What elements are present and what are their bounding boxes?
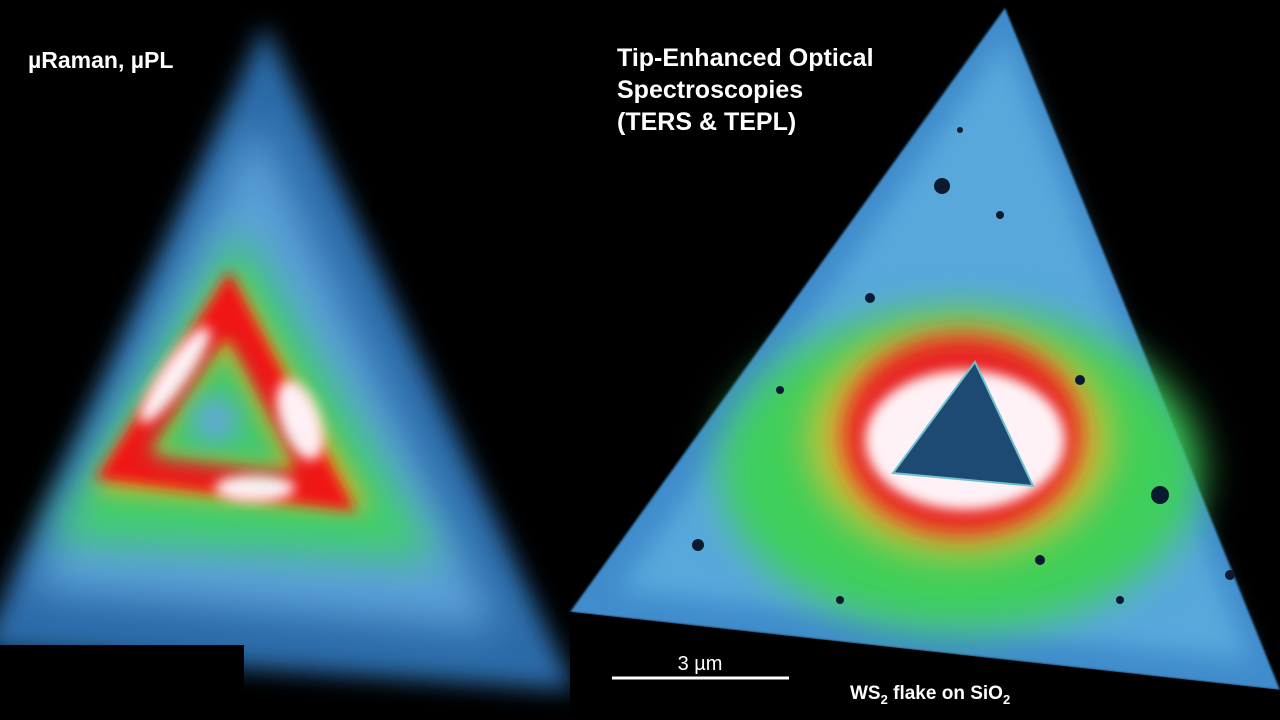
caption-text: flake on SiO (888, 683, 1003, 704)
defects (776, 386, 784, 394)
caption-text: WS (850, 683, 881, 704)
substrate-shadow (570, 612, 1280, 720)
defects (1035, 555, 1045, 565)
crop-mask (0, 645, 244, 720)
crop-mask (372, 0, 572, 215)
caption-subscript: 2 (881, 692, 888, 707)
defects (1225, 570, 1235, 580)
scale-bar-label: 3 µm (678, 653, 723, 675)
left-map (0, 0, 575, 720)
defects (692, 127, 1235, 604)
defects (996, 211, 1004, 219)
right-label: Tip-Enhanced Optical (617, 44, 874, 72)
flake-core (193, 398, 237, 442)
defects (692, 539, 704, 551)
caption-subscript: 2 (1003, 692, 1010, 707)
defects (865, 293, 875, 303)
defects (1116, 596, 1124, 604)
defects (934, 178, 950, 194)
caption: WS2 flake on SiO2 (850, 683, 1010, 707)
flake-hole (891, 360, 1035, 488)
defects (1075, 375, 1085, 385)
defects (836, 596, 844, 604)
right-label: (TERS & TEPL) (617, 108, 796, 136)
right-map (570, 8, 1280, 720)
right-label: Spectroscopies (617, 76, 803, 104)
hot-spot (276, 379, 324, 461)
left-label: µRaman, µPL (28, 47, 173, 73)
hot-spot (215, 474, 295, 502)
hot-spot (139, 326, 211, 424)
defects (957, 127, 963, 133)
defects (1151, 486, 1169, 504)
